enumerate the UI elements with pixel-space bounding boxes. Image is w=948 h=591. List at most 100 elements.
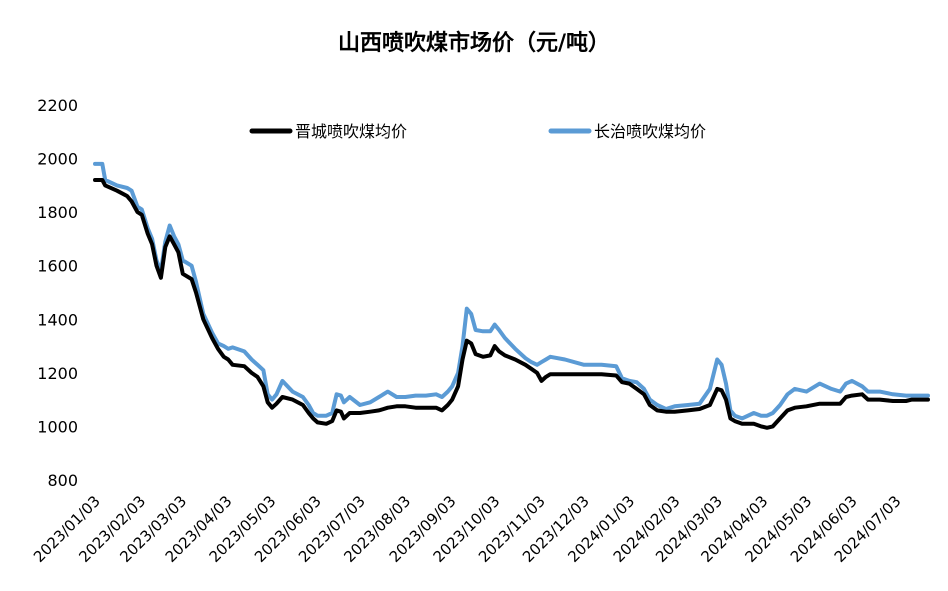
data-point bbox=[177, 251, 180, 254]
legend-label-jincheng: 晋城喷吹煤均价 bbox=[295, 122, 407, 141]
data-point bbox=[905, 394, 907, 397]
y-tick-label: 1400 bbox=[37, 310, 78, 329]
data-point bbox=[101, 179, 104, 181]
data-point bbox=[911, 394, 913, 397]
data-point bbox=[141, 208, 143, 211]
data-point bbox=[160, 277, 162, 279]
data-point bbox=[892, 393, 894, 396]
data-point bbox=[643, 388, 645, 390]
data-point bbox=[911, 398, 913, 401]
data-point bbox=[227, 348, 229, 350]
data-point bbox=[720, 389, 723, 392]
data-point bbox=[498, 350, 500, 353]
data-point bbox=[387, 406, 389, 409]
data-point bbox=[698, 408, 701, 410]
data-point bbox=[851, 394, 853, 397]
data-point bbox=[673, 405, 676, 408]
data-point bbox=[340, 394, 342, 397]
data-point bbox=[621, 377, 623, 380]
data-point bbox=[861, 393, 863, 396]
data-point bbox=[414, 394, 417, 397]
data-point bbox=[343, 401, 345, 404]
data-point bbox=[861, 385, 863, 388]
data-point bbox=[331, 420, 334, 422]
data-point bbox=[753, 423, 755, 425]
y-tick-label: 1600 bbox=[37, 257, 78, 276]
data-point bbox=[281, 380, 284, 382]
data-point bbox=[250, 358, 253, 361]
data-point bbox=[628, 380, 631, 382]
data-point bbox=[116, 189, 118, 192]
y-tick-label: 1800 bbox=[37, 203, 78, 222]
y-tick-label: 1000 bbox=[37, 417, 78, 436]
data-point bbox=[164, 246, 167, 248]
data-point bbox=[878, 390, 881, 393]
data-point bbox=[786, 409, 789, 412]
data-point bbox=[615, 365, 617, 368]
data-point bbox=[656, 409, 658, 412]
data-point bbox=[275, 393, 278, 396]
data-point bbox=[493, 323, 496, 326]
y-tick-label: 1200 bbox=[37, 364, 78, 383]
data-point bbox=[447, 390, 449, 393]
data-point bbox=[524, 357, 527, 359]
data-point bbox=[498, 329, 500, 331]
data-point bbox=[435, 393, 437, 396]
data-point bbox=[104, 184, 106, 187]
data-point bbox=[435, 406, 437, 409]
data-point bbox=[316, 414, 319, 417]
data-point bbox=[845, 396, 847, 398]
data-point bbox=[291, 398, 294, 401]
data-point bbox=[818, 402, 821, 405]
data-point bbox=[136, 206, 139, 208]
data-point bbox=[395, 405, 398, 408]
data-point bbox=[231, 346, 234, 349]
data-point bbox=[504, 337, 506, 339]
data-point bbox=[530, 361, 533, 363]
data-point bbox=[266, 401, 269, 404]
data-point bbox=[482, 330, 484, 333]
data-point bbox=[104, 179, 106, 181]
data-point bbox=[830, 402, 833, 405]
data-point bbox=[530, 368, 533, 370]
data-point bbox=[325, 414, 328, 417]
data-point bbox=[457, 385, 459, 388]
data-point bbox=[348, 396, 351, 398]
data-point bbox=[892, 400, 894, 402]
data-point bbox=[340, 410, 342, 413]
data-point bbox=[760, 414, 762, 417]
data-point bbox=[262, 385, 265, 388]
data-point bbox=[649, 398, 651, 401]
data-point bbox=[474, 329, 477, 331]
data-point bbox=[271, 398, 273, 401]
data-point bbox=[687, 404, 689, 406]
data-point bbox=[441, 396, 443, 398]
data-point bbox=[709, 404, 711, 406]
data-point bbox=[243, 350, 246, 353]
data-point bbox=[734, 414, 736, 417]
data-point bbox=[359, 412, 361, 414]
data-point bbox=[927, 398, 929, 401]
y-tick-label: 2000 bbox=[37, 150, 78, 169]
data-point bbox=[461, 345, 464, 347]
data-point bbox=[190, 264, 193, 267]
data-point bbox=[231, 364, 234, 366]
data-point bbox=[830, 388, 833, 390]
data-point bbox=[741, 417, 743, 420]
data-point bbox=[635, 381, 638, 384]
data-point bbox=[414, 406, 417, 409]
data-point bbox=[583, 373, 585, 376]
data-point bbox=[474, 353, 477, 355]
data-point bbox=[524, 364, 527, 366]
data-point bbox=[845, 382, 847, 385]
chart-title: 山西喷吹煤市场价（元/吨） bbox=[338, 30, 610, 56]
data-point bbox=[656, 404, 658, 406]
data-point bbox=[343, 417, 345, 420]
data-point bbox=[687, 409, 689, 412]
data-point bbox=[378, 409, 380, 412]
data-point bbox=[281, 396, 284, 398]
data-point bbox=[94, 179, 96, 181]
data-point bbox=[805, 390, 808, 393]
data-point bbox=[540, 380, 543, 382]
